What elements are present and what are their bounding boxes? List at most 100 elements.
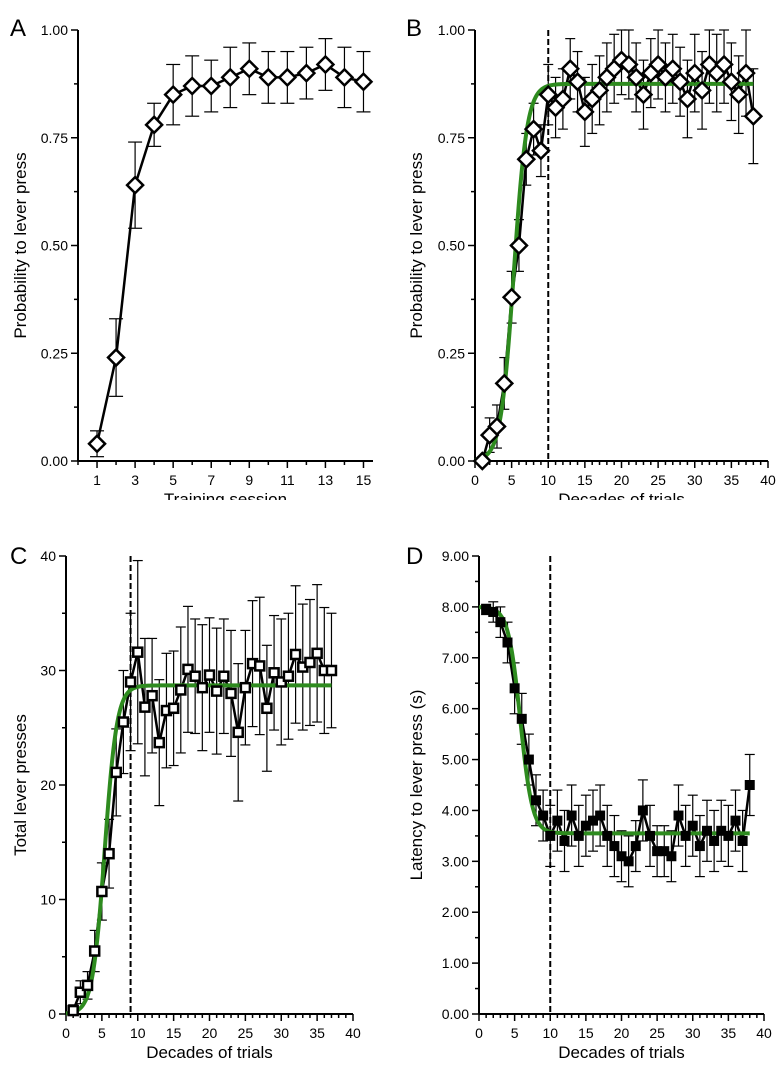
data-point bbox=[353, 71, 374, 92]
x-axis-label: Decades of trials bbox=[558, 1043, 685, 1062]
data-point bbox=[325, 664, 338, 677]
x-tick-label: 40 bbox=[345, 1025, 361, 1041]
y-tick-label: 0.00 bbox=[41, 453, 68, 469]
y-axis-label: Probability to lever press bbox=[11, 152, 30, 338]
x-tick-label: 11 bbox=[280, 472, 295, 488]
data-point bbox=[144, 115, 164, 135]
x-tick-label: 3 bbox=[131, 472, 139, 488]
data-point bbox=[575, 102, 595, 122]
x-tick-label: 0 bbox=[471, 472, 479, 488]
data-point bbox=[630, 841, 641, 852]
x-tick-label: 0 bbox=[62, 1025, 70, 1041]
data-point bbox=[88, 945, 101, 957]
series-line bbox=[485, 608, 751, 864]
data-point bbox=[680, 830, 691, 841]
fit-curve bbox=[474, 81, 754, 462]
data-point bbox=[538, 810, 549, 821]
x-tick-label: 25 bbox=[238, 1025, 254, 1041]
x-tick-label: 9 bbox=[245, 472, 253, 488]
x-tick-label: 13 bbox=[318, 472, 334, 488]
data-point bbox=[268, 667, 280, 679]
chart-svg: A1 3 5 7 9 11 13 150.000.250.500.751.00Training… bbox=[10, 15, 374, 509]
data-point bbox=[509, 683, 520, 694]
data-point bbox=[694, 841, 705, 852]
data-point bbox=[239, 681, 252, 694]
x-tick-label: 25 bbox=[649, 1025, 665, 1041]
x-tick-label: 40 bbox=[756, 1025, 772, 1041]
data-point bbox=[560, 59, 580, 79]
data-point bbox=[315, 54, 336, 75]
data-point bbox=[602, 830, 613, 841]
x-tick-label: 30 bbox=[685, 1025, 701, 1041]
data-point bbox=[566, 810, 577, 821]
data-point bbox=[552, 815, 563, 826]
data-point bbox=[666, 851, 677, 862]
x-tick-label: 7 bbox=[207, 472, 215, 488]
y-tick-label: 20 bbox=[40, 777, 56, 793]
data-point bbox=[501, 287, 522, 307]
x-tick-label: 15 bbox=[578, 1025, 594, 1041]
data-point bbox=[728, 84, 749, 105]
data-point bbox=[637, 805, 648, 816]
data-point bbox=[531, 795, 541, 806]
data-point bbox=[516, 713, 527, 724]
y-tick-label: 0.00 bbox=[442, 1006, 469, 1022]
data-point bbox=[744, 780, 755, 790]
data-point bbox=[182, 76, 202, 96]
data-point bbox=[239, 59, 260, 79]
chart-svg: D 0 5 10 15 20 25 30 35 40 0.00 1.00 2.00 3.00 4.00 5.0… bbox=[406, 543, 772, 1062]
data-point bbox=[687, 820, 698, 831]
data-point bbox=[472, 451, 493, 471]
data-point bbox=[553, 89, 573, 109]
data-point bbox=[67, 1004, 79, 1017]
data-point bbox=[304, 656, 316, 669]
data-point bbox=[146, 689, 158, 702]
panel-letter: C bbox=[10, 543, 27, 570]
data-point bbox=[559, 835, 570, 846]
data-point bbox=[595, 810, 606, 821]
data-point bbox=[494, 373, 515, 394]
data-point bbox=[670, 71, 690, 92]
y-tick-label: 2.00 bbox=[442, 904, 469, 920]
data-point bbox=[523, 754, 534, 765]
data-point bbox=[633, 84, 654, 105]
y-tick-label: 10 bbox=[40, 892, 56, 908]
data-point bbox=[110, 766, 122, 779]
data-point bbox=[282, 670, 295, 682]
y-axis-label: Probability to lever press bbox=[407, 152, 426, 338]
y-tick-label: 0.75 bbox=[438, 130, 465, 146]
data-point bbox=[663, 59, 683, 79]
chart-svg: B 0 5 10 15 20 25 30 35 40 0.00 0.25 0.50 0.75 1.00 Dec… bbox=[406, 15, 776, 509]
x-tick-label: 1 bbox=[93, 472, 101, 488]
data-point bbox=[648, 54, 668, 75]
x-tick-label: 20 bbox=[614, 472, 630, 488]
y-tick-label: 1.00 bbox=[442, 955, 469, 971]
data-point bbox=[538, 84, 559, 105]
data-point bbox=[702, 825, 712, 836]
chart-panel-b: B 0 5 10 15 20 25 30 35 40 0.00 0.25 0.50 0.75 1.00 Dec… bbox=[396, 0, 779, 509]
data-point bbox=[232, 726, 244, 739]
x-tick-label: 25 bbox=[650, 472, 666, 488]
panel-letter: A bbox=[10, 15, 26, 42]
data-point bbox=[573, 830, 584, 841]
x-tick-label: 5 bbox=[511, 1025, 519, 1041]
data-point bbox=[289, 648, 302, 661]
data-point bbox=[74, 986, 87, 998]
data-point bbox=[203, 669, 216, 681]
data-point bbox=[103, 847, 115, 860]
y-axis-label: Latency to lever press (s) bbox=[407, 690, 426, 881]
panel-letter: B bbox=[406, 15, 422, 42]
x-tick-label: 35 bbox=[721, 1025, 737, 1041]
y-tick-label: 40 bbox=[40, 548, 56, 564]
data-point bbox=[81, 979, 94, 992]
y-tick-label: 4.00 bbox=[442, 802, 469, 818]
data-point bbox=[153, 736, 166, 749]
data-point bbox=[277, 67, 298, 88]
data-point bbox=[723, 830, 734, 841]
y-tick-label: 0 bbox=[48, 1006, 56, 1022]
data-point bbox=[182, 663, 194, 676]
x-tick-label: 35 bbox=[309, 1025, 325, 1041]
data-point bbox=[258, 67, 279, 88]
chart-panel-a: A 1 3 5 7 9 11 13 15 0.00 0.25 0.50 0.75 1.00 Training… bbox=[0, 0, 383, 509]
y-tick-label: 30 bbox=[40, 663, 56, 679]
